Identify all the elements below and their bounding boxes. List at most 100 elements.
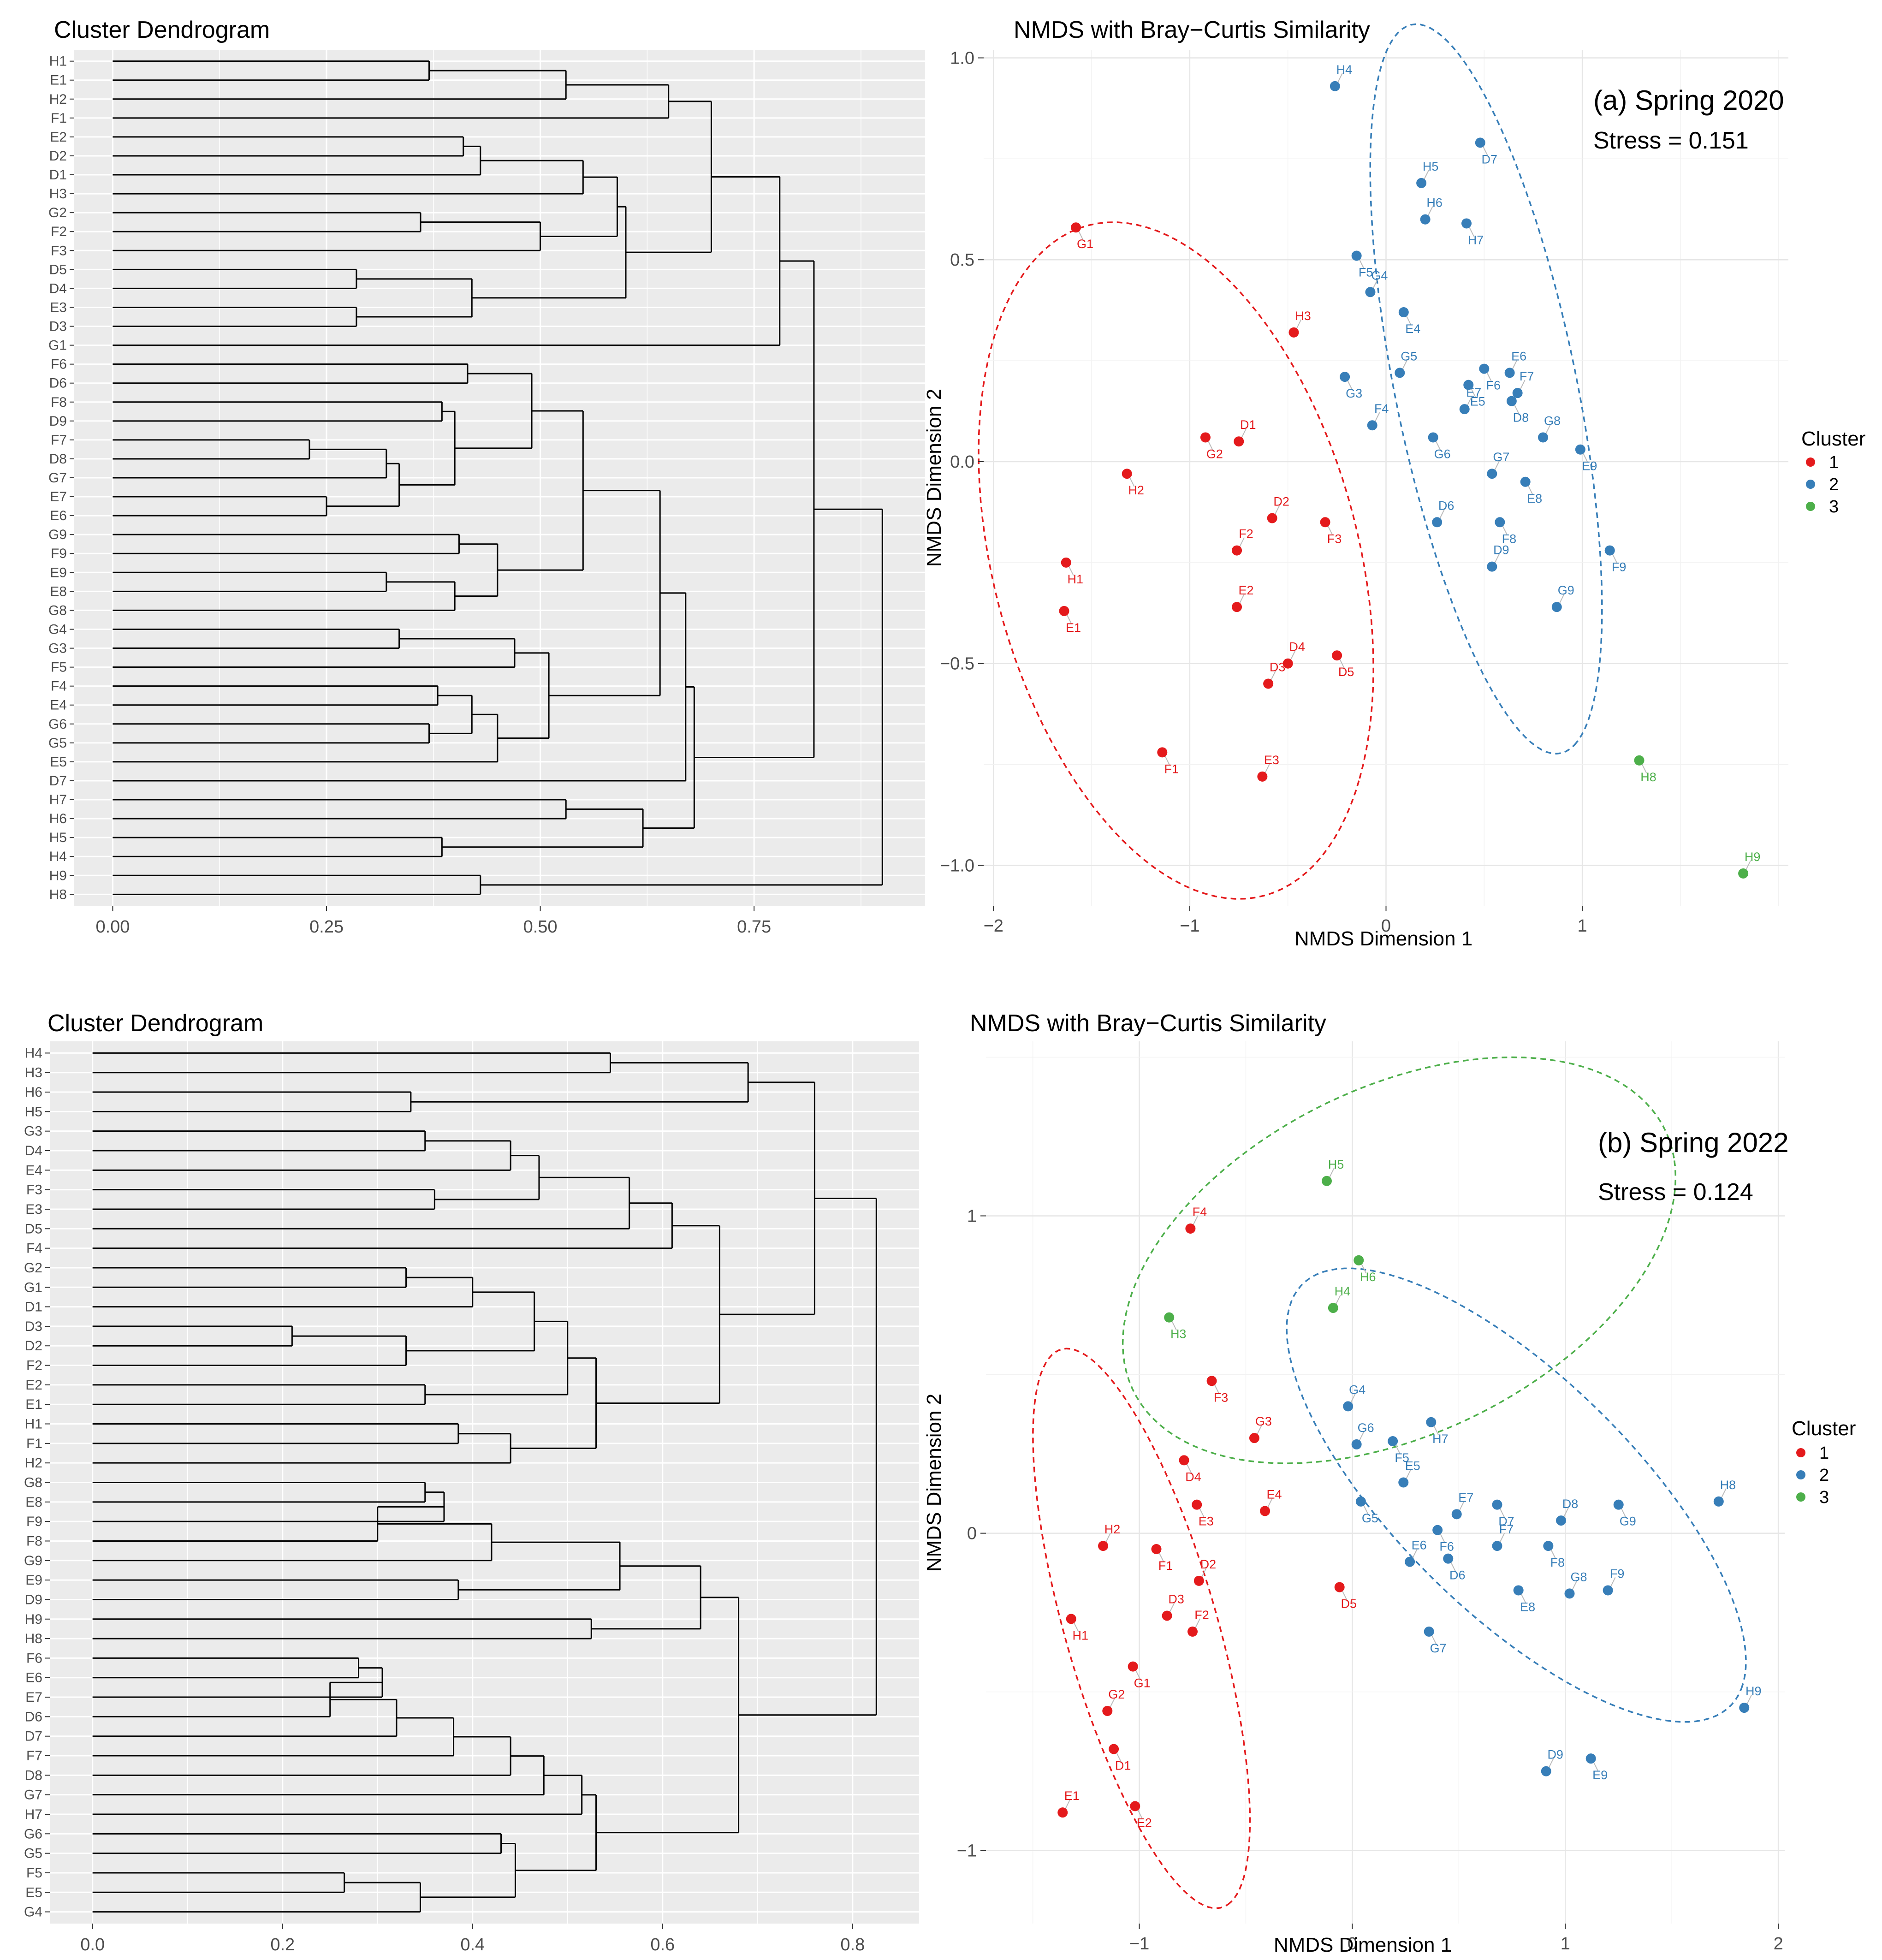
point-label-leader <box>1527 484 1533 495</box>
leaf-label: G9 <box>24 1553 42 1568</box>
leaf-label: F9 <box>26 1514 42 1529</box>
point-label: F4 <box>1374 402 1389 416</box>
point-label-leader <box>1105 1532 1111 1544</box>
data-point <box>1432 1525 1443 1535</box>
point-label: D6 <box>1438 499 1455 512</box>
data-point <box>1059 606 1069 616</box>
leaf-label: E8 <box>50 584 67 599</box>
point-label: G7 <box>1430 1641 1447 1655</box>
data-point <box>1071 222 1081 233</box>
x-tick-label: 0.50 <box>523 917 558 937</box>
data-point <box>1192 1499 1202 1510</box>
data-point <box>1551 602 1562 612</box>
point-label: F9 <box>1612 560 1627 574</box>
data-point <box>1604 545 1615 556</box>
point-label: E3 <box>1199 1515 1214 1528</box>
point-label: G3 <box>1255 1414 1272 1428</box>
data-point <box>1351 250 1362 261</box>
legend-key-2 <box>1796 1470 1805 1479</box>
point-label-leader <box>1439 509 1445 520</box>
nmds-points-b: H5 H6 H4 H3 F4 F3 G3 D4 E4 E3 H2 F1 D2 D5 D3 H1 F2 G1 G2 D1… <box>1057 1158 1762 1829</box>
leaf-label: D5 <box>25 1221 42 1236</box>
leaf-label: G5 <box>48 736 67 751</box>
nmds-y-axis-label-a: NMDS Dimension 2 <box>923 389 945 567</box>
point-label: D7 <box>1498 1515 1514 1528</box>
point-label: E2 <box>1137 1816 1152 1829</box>
point-label-leader <box>1169 1603 1175 1613</box>
point-label: D3 <box>1270 660 1286 674</box>
x-tick-label: 0 <box>1348 1934 1357 1954</box>
point-label: E4 <box>1267 1487 1282 1501</box>
point-label: G5 <box>1362 1511 1378 1525</box>
data-point <box>1162 1610 1172 1621</box>
x-tick-label: 0.6 <box>650 1935 675 1954</box>
data-point <box>1398 1477 1409 1488</box>
data-point <box>1128 1661 1138 1672</box>
y-tick-label: 0 <box>967 1524 977 1544</box>
dendrogram-title-b: Cluster Dendrogram <box>47 1010 263 1037</box>
data-point <box>1564 1588 1575 1599</box>
point-label: G5 <box>1401 349 1417 363</box>
point-label: H3 <box>1295 309 1311 323</box>
point-label: G4 <box>1349 1383 1365 1396</box>
leaf-label: H3 <box>49 186 67 202</box>
leaf-label: F6 <box>26 1651 42 1666</box>
point-label-leader <box>1433 1425 1439 1436</box>
nmds-gridlines-b <box>986 1041 1785 1924</box>
point-label-leader <box>1423 170 1430 181</box>
leaf-label: D6 <box>49 376 67 391</box>
leaf-label: F3 <box>26 1182 42 1198</box>
dendrogram-spring-2022: Cluster Dendrogram H4 H3 H6 H5 G3 D4 E4 F3 E3 D5 F… <box>24 1010 919 1954</box>
point-label-leader <box>1360 1263 1367 1274</box>
legend-key-2 <box>1806 480 1815 489</box>
point-label: H2 <box>1104 1522 1121 1536</box>
data-point <box>1451 1509 1462 1520</box>
leaf-label: H4 <box>25 1045 42 1061</box>
data-point <box>1267 513 1277 523</box>
point-label-leader <box>1519 380 1526 391</box>
cluster-ellipse-2 <box>1286 1267 1747 1723</box>
point-label-leader <box>1270 671 1276 681</box>
leaf-label: E2 <box>25 1378 42 1393</box>
leaf-label: E5 <box>25 1885 42 1900</box>
data-point <box>1098 1541 1109 1551</box>
x-tick-label: 0 <box>1381 916 1391 936</box>
leaf-label: G8 <box>48 603 67 618</box>
point-label-leader <box>1186 1462 1192 1473</box>
dendrogram-leaf-labels-b: H4 H3 H6 H5 G3 D4 E4 F3 E3 D5 F4 G2 G1 D1 D3 D2 F2 E2 E1 H1… <box>24 1045 50 1920</box>
point-label: E1 <box>1066 621 1081 635</box>
point-label: E6 <box>1412 1538 1427 1552</box>
point-label: H3 <box>1170 1327 1187 1341</box>
point-label: G9 <box>1620 1515 1636 1528</box>
point-label: D6 <box>1449 1568 1466 1582</box>
data-point <box>1487 469 1497 479</box>
point-label-leader <box>1405 315 1412 326</box>
point-label: H5 <box>1328 1158 1344 1171</box>
point-label-leader <box>1494 460 1500 471</box>
point-label: H8 <box>1720 1478 1736 1492</box>
point-label-leader <box>1158 1551 1164 1562</box>
leaf-label: F8 <box>51 395 67 410</box>
data-point <box>1492 1499 1502 1510</box>
point-label-leader <box>1502 524 1508 535</box>
x-tick-label: 1 <box>1578 916 1587 936</box>
data-point <box>1257 771 1268 782</box>
point-label: D5 <box>1341 1597 1357 1611</box>
x-tick-label: −1 <box>1180 916 1199 936</box>
point-label: G1 <box>1077 237 1093 251</box>
data-point <box>1157 747 1168 758</box>
cluster-ellipse-2 <box>1369 23 1603 755</box>
point-label: G8 <box>1570 1570 1587 1584</box>
point-label: H2 <box>1128 483 1144 497</box>
point-label-leader <box>1513 404 1520 415</box>
point-label-leader <box>1374 412 1380 423</box>
data-point <box>1200 432 1211 443</box>
leaf-label: G3 <box>48 641 67 656</box>
nmds-spring-2022: NMDS with Bray−Curtis Similarity H5H6H4H… <box>923 1010 1789 1956</box>
point-label-leader <box>1746 1694 1752 1705</box>
point-label-leader <box>1466 396 1472 407</box>
point-label-leader <box>1295 319 1302 330</box>
point-label: E9 <box>1582 459 1597 473</box>
leaf-label: D5 <box>49 262 67 277</box>
